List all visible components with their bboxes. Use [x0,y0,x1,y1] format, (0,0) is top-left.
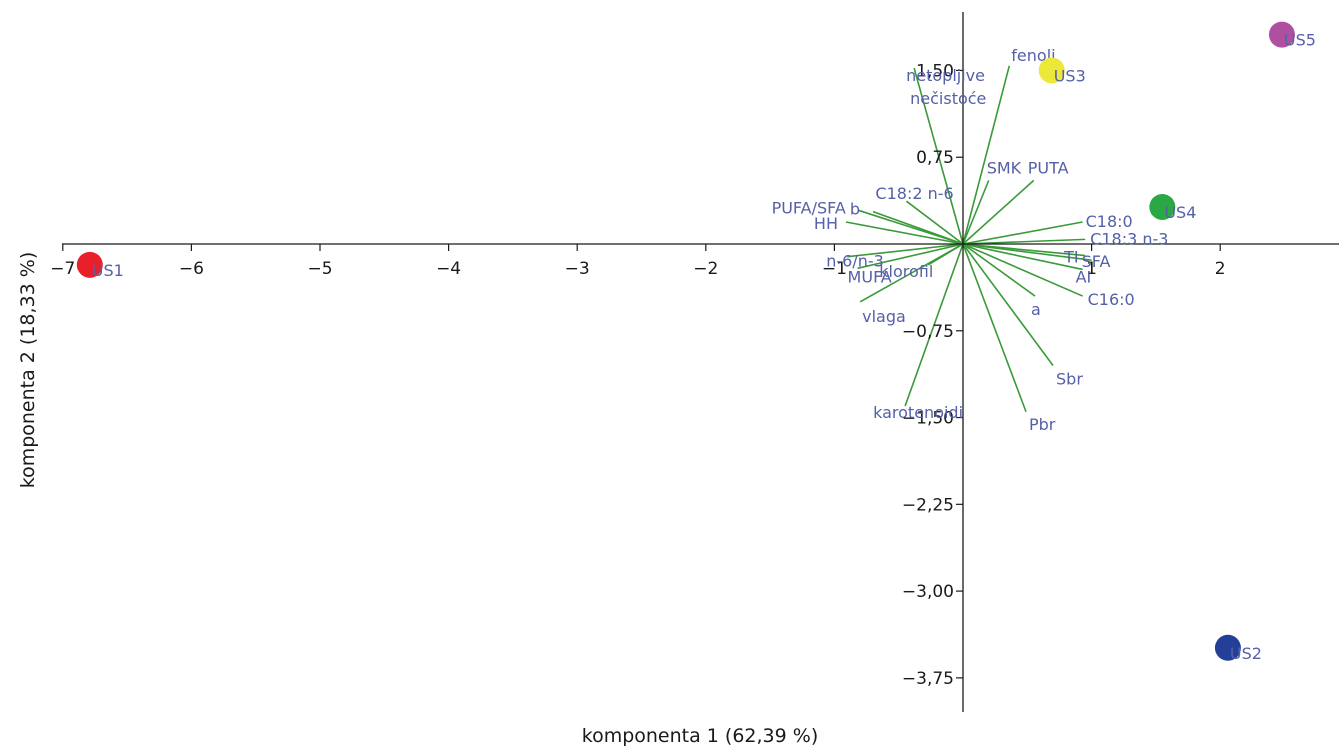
loading-vectors [845,65,1092,413]
loading-vector-c18-2-n-6 [905,200,964,245]
y-tick-label: −0,75 [902,322,954,342]
loading-label-a: a [1031,300,1041,319]
sample-point-us1 [76,251,103,278]
loading-label-nečistoće: nečistoće [910,89,986,108]
loading-vector-hh [845,221,964,245]
loading-vector-n-6-n-3 [847,243,964,258]
loading-vector-c18-3-n-3 [962,238,1086,245]
sample-point-us2 [1214,634,1241,661]
sample-point-us3 [1038,57,1065,84]
loading-vector-smk [962,180,990,245]
loading-vector-fenoli [962,65,1011,245]
loading-label-sbr: Sbr [1056,369,1083,388]
loading-vector-mufa [857,243,964,270]
x-tick-label: −2 [693,259,718,279]
loading-label-ti: TI [1063,248,1079,267]
loading-label-smk: SMK [987,158,1022,177]
loading-label-c18-2-n-6: C18:2 n-6 [875,184,953,203]
y-tick-label: 0,75 [916,148,954,168]
loading-vector-karotenoidi [904,243,964,407]
sample-label-us3: US3 [1054,66,1086,85]
loading-vector-sfa [962,243,1092,261]
loading-label-vlaga: vlaga [862,307,906,326]
x-tick-label: 1 [1086,259,1097,279]
x-tick-label: 2 [1215,259,1226,279]
loading-vector-pufa-sfa [858,209,964,245]
x-tick-label: −1 [822,259,847,279]
loading-label-n-6-n-3: n-6/n-3 [826,252,884,271]
loading-vector-puta [962,179,1035,245]
loading-vector-a [962,243,1036,297]
loading-label-ai: AI [1076,267,1092,286]
loading-label-hh: HH [814,214,838,233]
axes [62,12,1339,712]
sample-point-us4 [1149,193,1176,220]
x-axis-title: komponenta 1 (62,39 %) [582,725,819,747]
y-tick-label: 1,50 [916,61,954,81]
sample-label-us1: US1 [92,261,124,280]
sample-label-us2: US2 [1230,644,1262,663]
loading-label-karotenoidi: karotenoidi [873,403,963,422]
loading-vector-c18-0 [962,221,1083,245]
loading-label-pufa-sfa: PUFA/SFA [772,198,846,217]
x-tick-label: −6 [179,259,204,279]
loading-label-b: b [850,200,860,219]
loading-label-pbr: Pbr [1029,415,1056,434]
tick-marks: −7 −6 −5 −4 −3 −2 −1 1 2 1,50 0,75 −0,75 −1,50 −2,25 −… [50,61,1225,688]
x-tick-label: −4 [436,259,461,279]
sample-points: US1 US2 US3 US4 US5 [76,21,1316,663]
loading-label-klorofil: klorofil [879,262,933,281]
loading-vector-pbr [962,243,1027,413]
sample-label-us4: US4 [1164,203,1196,222]
loading-label-c18-0: C18:0 [1086,212,1133,231]
y-tick-label: −2,25 [902,495,954,515]
sample-point-us5 [1268,21,1295,48]
y-tick-label: −3,75 [902,669,954,689]
loading-label-c18-3-n-3: C18:3 n-3 [1090,229,1168,248]
loading-vector-c16-0 [962,243,1083,297]
loading-label-sfa: SFA [1082,252,1111,271]
x-tick-label: −3 [565,259,590,279]
loading-vector-sbr [962,243,1054,366]
loading-label-netopljive: netopljive [906,66,985,85]
loading-vector-vlaga [859,243,964,303]
x-tick-label: −7 [50,259,75,279]
x-tick-label: −5 [307,259,332,279]
loading-vector-netopljive [913,67,964,245]
y-tick-label: −1,50 [902,409,954,429]
loading-label-c16-0: C16:0 [1088,290,1135,309]
y-tick-label: −3,00 [902,582,954,602]
y-axis-title: komponenta 2 (18,33 %) [17,252,39,489]
loading-vector-ai [962,243,1083,271]
sample-label-us5: US5 [1284,31,1316,50]
loading-label-puta: PUTA [1028,158,1069,177]
loading-label-mufa: MUFA [848,267,892,286]
